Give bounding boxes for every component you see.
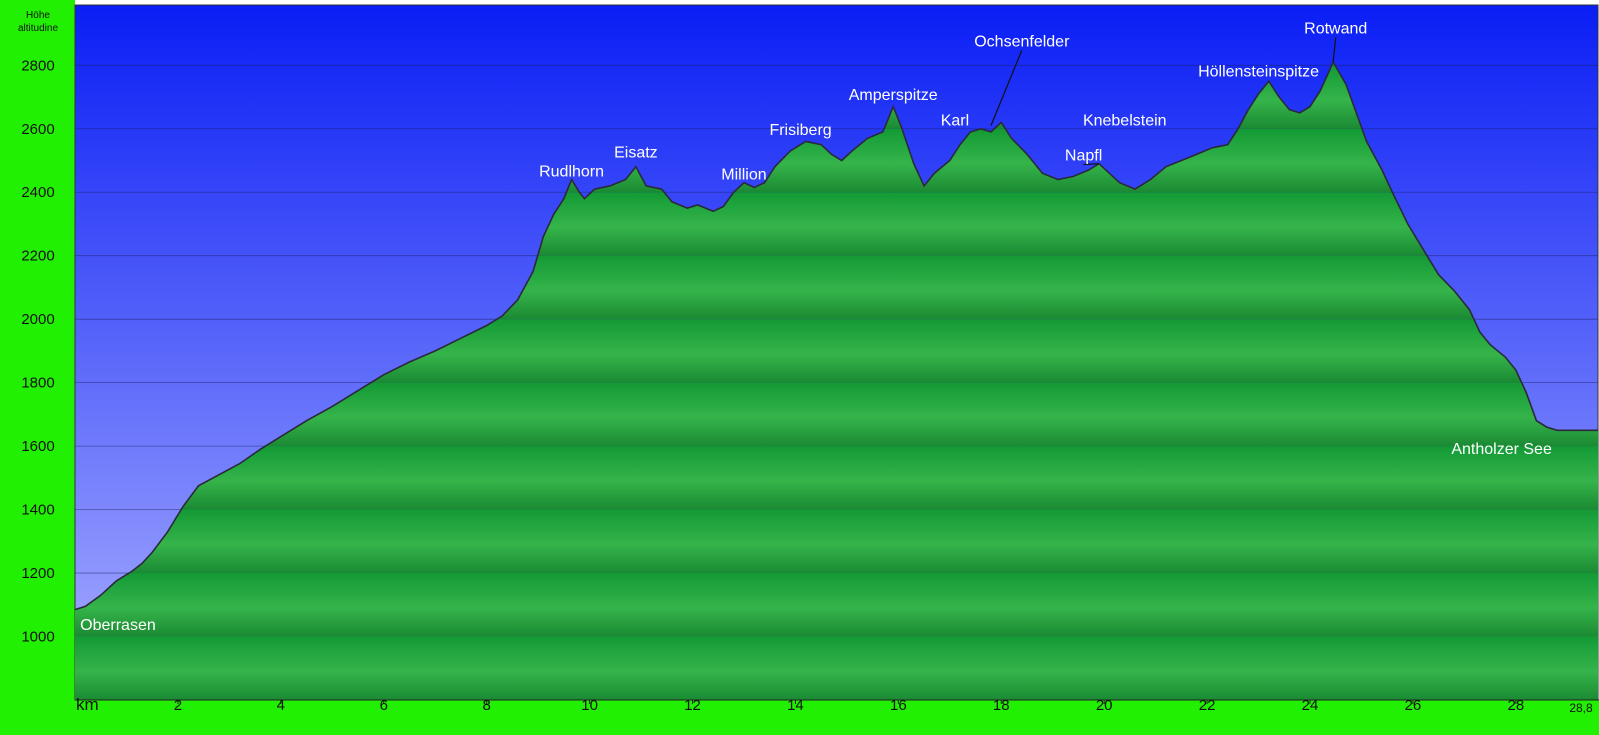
y-tick-label: 1600 <box>21 438 54 455</box>
y-tick-label: 2600 <box>21 121 54 138</box>
label-pointer <box>1083 163 1100 166</box>
x-tick-label: 14 <box>787 697 804 714</box>
x-end-label: 28,8 <box>1569 701 1593 715</box>
elevation-band <box>75 446 1598 510</box>
peak-labels: Oberrasen Rudlhorn Eisatz Million Frisiberg A… <box>80 21 1552 635</box>
peak-label: Rotwand <box>1304 21 1367 38</box>
peak-label: Ochsenfelder <box>974 33 1070 50</box>
label-pointer <box>1332 37 1337 63</box>
x-tick-label: 12 <box>684 697 701 714</box>
peak-label: Million <box>721 167 766 184</box>
x-tick-label: 24 <box>1302 697 1319 714</box>
x-tick-label: 16 <box>890 697 907 714</box>
peak-label: Frisiberg <box>769 122 831 139</box>
x-tick-label: 4 <box>277 697 285 714</box>
peak-label: Knebelstein <box>1083 113 1167 130</box>
peak-label: Eisatz <box>614 144 658 161</box>
elevation-band <box>75 509 1598 574</box>
y-tick-label: 1800 <box>21 375 54 392</box>
x-tick-labels: 2 4 6 8 10 12 14 16 18 20 22 24 26 28 <box>174 697 1524 714</box>
x-tick-label: 22 <box>1199 697 1216 714</box>
y-axis-title-line1: Höhe <box>26 10 50 21</box>
y-tick-labels: 1000 1200 1400 1600 1800 2000 2200 2400 2600 2800 <box>21 57 54 645</box>
peak-label: Amperspitze <box>849 87 938 104</box>
label-pointers <box>990 37 1337 166</box>
peak-label: Napfl <box>1065 148 1102 165</box>
label-pointer <box>990 50 1023 126</box>
peak-label: Oberrasen <box>80 617 156 634</box>
elevation-band <box>75 636 1598 700</box>
x-tick-label: 2 <box>174 697 182 714</box>
peak-label: Antholzer See <box>1451 441 1552 458</box>
bottom-axis-panel <box>0 700 1599 735</box>
x-tick-label: 20 <box>1096 697 1113 714</box>
y-tick-label: 1200 <box>21 565 54 582</box>
y-tick-label: 1400 <box>21 502 54 519</box>
left-axis-panel <box>0 0 75 735</box>
y-tick-label: 1000 <box>21 629 54 646</box>
x-tick-label: 26 <box>1405 697 1422 714</box>
peak-label: Karl <box>941 113 969 130</box>
elevation-band <box>75 573 1598 637</box>
x-tick-label: 6 <box>380 697 388 714</box>
elevation-profile-line <box>74 60 1598 611</box>
y-tick-label: 2000 <box>21 311 54 328</box>
y-tick-label: 2400 <box>21 184 54 201</box>
x-tick-label: 8 <box>482 697 490 714</box>
peak-label: Rudlhorn <box>539 163 604 180</box>
peak-label: Höllensteinspitze <box>1198 63 1319 80</box>
x-tick-label: 18 <box>993 697 1010 714</box>
x-tick-label: 10 <box>581 697 598 714</box>
y-tick-label: 2800 <box>21 57 54 74</box>
x-axis-title: km <box>76 695 99 714</box>
y-axis-title-line2: altitudine <box>18 23 58 34</box>
x-tick-label: 28 <box>1507 697 1524 714</box>
y-tick-label: 2200 <box>21 248 54 265</box>
